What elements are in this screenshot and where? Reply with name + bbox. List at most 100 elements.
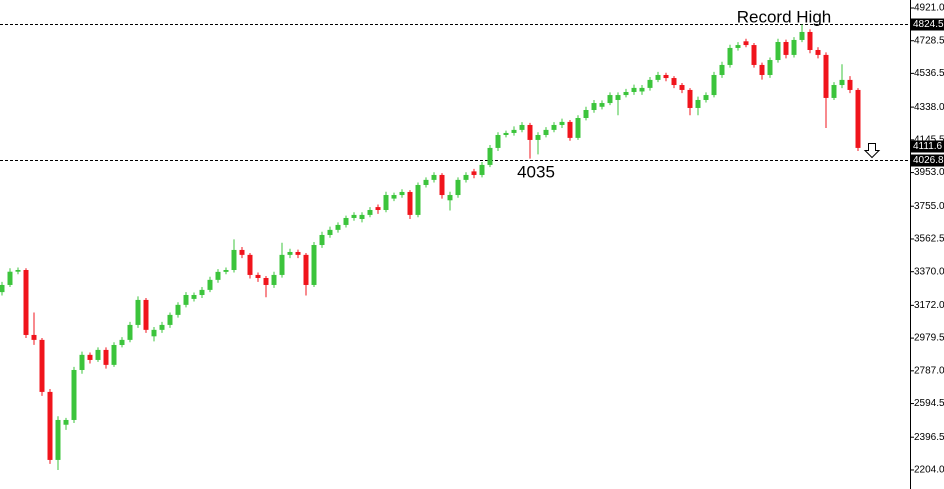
candle-body <box>455 179 461 196</box>
candle-body <box>175 304 181 315</box>
candle-body <box>471 171 477 175</box>
y-tick-label: 3172.0 <box>914 300 944 311</box>
candle-body <box>551 124 557 130</box>
candle-body <box>735 45 741 48</box>
candle-body <box>279 254 285 275</box>
candle-body <box>351 214 357 218</box>
candle-body <box>511 129 517 133</box>
candle-body <box>111 344 117 365</box>
candle-body <box>159 324 165 330</box>
level-label: 4111.6 <box>913 141 943 152</box>
candle-body <box>807 31 813 50</box>
candle-body <box>231 249 237 271</box>
candle-body <box>7 271 13 285</box>
candle-body <box>823 54 829 98</box>
y-tick-label: 2979.5 <box>914 333 944 344</box>
candle-body <box>695 99 701 108</box>
candle-body <box>503 132 509 136</box>
candle-body <box>135 299 141 325</box>
candle-body <box>591 103 597 111</box>
y-tick-label: 4728.5 <box>914 35 944 46</box>
candle-body <box>751 45 757 65</box>
candle-body <box>367 209 373 215</box>
candle-body <box>255 274 261 278</box>
y-tick-label: 2396.5 <box>914 432 944 443</box>
candle-body <box>223 270 229 272</box>
candle-body <box>447 195 453 201</box>
candle-body <box>639 87 645 92</box>
candle-body <box>623 91 629 96</box>
candle-body <box>319 234 325 246</box>
y-tick-label: 4338.0 <box>914 102 944 113</box>
candle-body <box>95 349 101 360</box>
y-tick-label: 2787.0 <box>914 365 944 376</box>
candle-body <box>71 369 77 420</box>
candle-body <box>207 279 213 290</box>
candle-body <box>679 85 685 90</box>
y-tick-label: 4536.5 <box>914 68 944 79</box>
y-tick-label: 3562.5 <box>914 234 944 245</box>
candle-body <box>39 339 45 392</box>
candle-body <box>431 174 437 180</box>
candle-body <box>423 179 429 185</box>
candle-body <box>671 78 677 86</box>
candle-body <box>263 277 269 285</box>
candle-body <box>391 195 397 199</box>
candle-body <box>631 87 637 92</box>
candle-body <box>303 254 309 285</box>
level-label-box <box>911 18 944 31</box>
candle-body <box>143 299 149 330</box>
y-tick-label: 3755.0 <box>914 201 944 212</box>
candle-body <box>335 224 341 230</box>
candle-body <box>399 191 405 196</box>
candle-body <box>199 289 205 295</box>
candle-body <box>183 294 189 305</box>
candle-body <box>743 41 749 46</box>
candle-body <box>55 419 61 460</box>
candle-body <box>375 207 381 210</box>
candle-body <box>215 271 221 280</box>
candle-body <box>79 354 85 370</box>
candle-body <box>703 95 709 100</box>
candle-body <box>495 135 501 148</box>
candle-body <box>575 117 581 138</box>
level-label-box <box>911 140 944 153</box>
candle-body <box>687 89 693 108</box>
candle-body <box>415 184 421 215</box>
candle-body <box>727 47 733 65</box>
candle-body <box>327 229 333 235</box>
candle-body <box>791 39 797 55</box>
candle-body <box>103 349 109 365</box>
candle-body <box>359 214 365 219</box>
y-tick-label: 2204.0 <box>914 465 944 476</box>
candle-body <box>815 49 821 55</box>
candle-body <box>543 129 549 136</box>
candle-body <box>311 245 317 285</box>
candle-body <box>487 147 493 165</box>
candle-body <box>647 79 653 88</box>
candle-body <box>663 74 669 79</box>
candle-body <box>527 124 533 140</box>
candle-body <box>519 124 525 130</box>
candle-body <box>559 121 565 125</box>
candle-body <box>167 314 173 325</box>
candle-body <box>31 334 37 340</box>
candle-body <box>655 74 661 80</box>
candle-body <box>23 270 29 335</box>
candle-body <box>239 249 245 255</box>
candle-body <box>711 74 717 96</box>
candle-body <box>47 391 53 460</box>
candle-body <box>535 135 541 140</box>
candle-body <box>839 79 845 86</box>
candle-body <box>783 41 789 55</box>
candle-body <box>583 110 589 118</box>
candle-body <box>855 89 861 148</box>
candle-body <box>775 41 781 61</box>
y-tick-label: 3370.0 <box>914 266 944 277</box>
candle-body <box>479 164 485 175</box>
candle-body <box>767 60 773 75</box>
level-label-box <box>911 154 944 167</box>
candle-body <box>63 419 69 425</box>
